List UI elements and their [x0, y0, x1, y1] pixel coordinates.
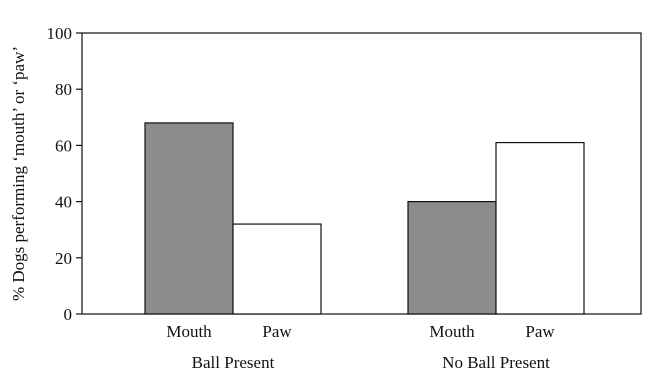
y-tick-label: 20 [55, 249, 72, 268]
category-label: Mouth [166, 322, 212, 341]
y-axis: 0 20 40 60 80 100 [47, 24, 82, 324]
category-label: Paw [262, 322, 292, 341]
bar-no-ball-present-paw [495, 141, 585, 315]
category-label: Mouth [429, 322, 475, 341]
y-axis-label: % Dogs performing ‘mouth’ or ‘paw’ [9, 46, 28, 301]
y-tick-label: 0 [64, 305, 73, 324]
group-label: Ball Present [192, 353, 275, 372]
bar-ball-present-paw [232, 223, 322, 315]
bars-layer [144, 122, 585, 315]
category-label: Paw [525, 322, 555, 341]
plot-border [81, 32, 642, 315]
x-axis: Mouth Paw Ball Present Mouth Paw No Ball Pres… [166, 322, 555, 372]
plot-frame [81, 32, 642, 315]
group-label: No Ball Present [442, 353, 550, 372]
bar-no-ball-present-mouth [407, 201, 497, 315]
y-tick-label: 100 [47, 24, 73, 43]
y-tick-label: 80 [55, 80, 72, 99]
y-tick-label: 40 [55, 193, 72, 212]
bar-ball-present-mouth [144, 122, 234, 315]
y-tick-label: 60 [55, 136, 72, 155]
